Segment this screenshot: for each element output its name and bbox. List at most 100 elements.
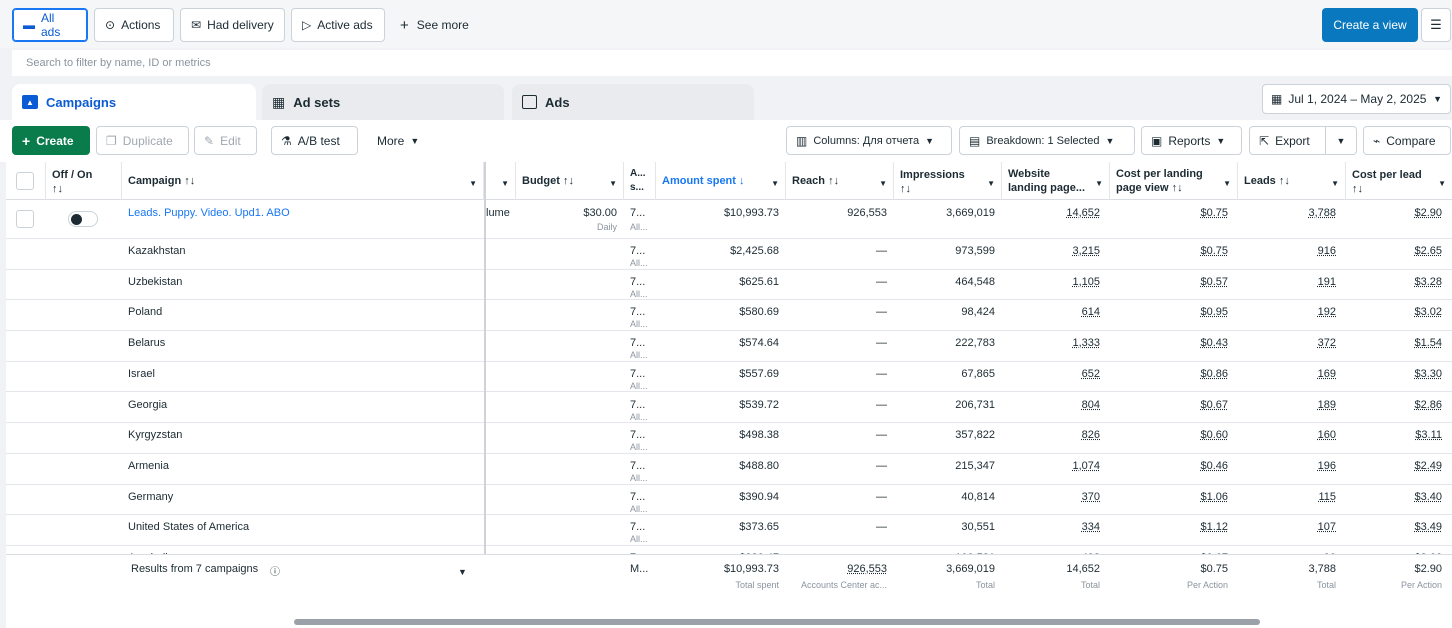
header-off-on[interactable]: Off / On ↑↓ <box>46 162 122 200</box>
totals-reach[interactable]: 926,553 <box>847 563 887 575</box>
row-leads[interactable]: 189 <box>1317 398 1336 411</box>
row-cost-per-lpv[interactable]: $0.67 <box>1200 398 1228 411</box>
header-website-lpv[interactable]: Website landing page... ▼ <box>1002 162 1110 200</box>
header-reach[interactable]: Reach ↑↓ ▼ <box>786 162 894 200</box>
sliders-icon[interactable]: ☰ <box>1421 8 1451 42</box>
row-leads[interactable]: 916 <box>1317 245 1336 257</box>
create-view-button[interactable]: Create a view <box>1322 8 1418 42</box>
header-amount-spent[interactable]: Amount spent ↓ ▼ <box>656 162 786 200</box>
row-cost-per-lead[interactable]: $2.49 <box>1414 459 1442 472</box>
header-impressions[interactable]: Impressions ↑↓ ▼ <box>894 162 1002 200</box>
campaign-lpv[interactable]: 14,652 <box>1066 207 1100 219</box>
row-attr-sub: All... <box>630 380 648 391</box>
row-lpv[interactable]: 614 <box>1081 306 1100 319</box>
row-cost-per-lead[interactable]: $3.49 <box>1414 521 1442 534</box>
header-attribution[interactable]: A... s... <box>624 162 656 200</box>
row-cost-per-lead[interactable]: $1.54 <box>1414 337 1442 350</box>
table-row[interactable]: Belarus 7... All... $574.64 — 222,783 1,333 $0.… <box>6 331 1452 362</box>
row-leads[interactable]: 191 <box>1317 275 1336 288</box>
row-cost-per-lead[interactable]: $3.28 <box>1414 275 1442 288</box>
row-cost-per-lpv[interactable]: $0.60 <box>1200 429 1228 442</box>
columns-dropdown[interactable]: ▥ Columns: Для отчета ▼ <box>786 126 952 155</box>
edit-button[interactable]: ✎ Edit <box>194 126 257 155</box>
table-row[interactable]: Georgia 7... All... $539.72 — 206,731 804 $0.67… <box>6 393 1452 424</box>
row-leads[interactable]: 115 <box>1318 490 1336 503</box>
compare-button[interactable]: ⌁ Compare <box>1363 126 1451 155</box>
row-leads[interactable]: 107 <box>1317 521 1336 534</box>
row-lpv[interactable]: 1,074 <box>1072 459 1100 472</box>
row-lpv[interactable]: 1,333 <box>1072 337 1100 350</box>
campaign-toggle[interactable] <box>68 211 98 227</box>
select-all-checkbox[interactable] <box>16 172 34 190</box>
see-more-button[interactable]: + See more <box>400 8 469 42</box>
campaign-cost-per-lead[interactable]: $2.90 <box>1414 207 1442 219</box>
row-cost-per-lpv[interactable]: $1.12 <box>1200 521 1228 534</box>
table-row[interactable]: Armenia 7... All... $488.80 — 215,347 1,074 $0.… <box>6 454 1452 485</box>
row-lpv[interactable]: 370 <box>1081 490 1100 503</box>
duplicate-button[interactable]: ❐ Duplicate <box>96 126 189 155</box>
date-range-picker[interactable]: ▦ Jul 1, 2024 – May 2, 2025 ▼ <box>1262 84 1451 114</box>
table-row[interactable]: Germany 7... All... $390.94 — 40,814 370 $1.06 1… <box>6 485 1452 516</box>
reports-dropdown[interactable]: ▣ Reports ▼ <box>1141 126 1242 155</box>
filter-active-ads[interactable]: ▷ Active ads <box>291 8 385 42</box>
row-lpv[interactable]: 804 <box>1081 398 1100 411</box>
filter-had-delivery[interactable]: ✉ Had delivery <box>180 8 285 42</box>
row-cost-per-lead[interactable]: $3.30 <box>1414 367 1442 380</box>
row-leads[interactable]: 169 <box>1317 367 1336 380</box>
row-lpv[interactable]: 334 <box>1081 521 1100 534</box>
row-cost-per-lpv[interactable]: $0.57 <box>1200 275 1228 288</box>
campaign-row[interactable]: Leads. Puppy. Video. Upd1. ABO lume $30.… <box>6 200 1452 239</box>
row-lpv[interactable]: 826 <box>1081 429 1100 442</box>
table-row[interactable]: United States of America 7... All... $373.6… <box>6 515 1452 546</box>
row-lpv[interactable]: 3,215 <box>1072 245 1100 257</box>
header-cost-per-lead[interactable]: Cost per lead ↑↓ ▼ <box>1346 162 1452 200</box>
ab-test-button[interactable]: ⚗ A/B test <box>271 126 358 155</box>
scrollbar-thumb[interactable] <box>294 619 1260 625</box>
row-lpv[interactable]: 1,105 <box>1072 275 1100 288</box>
row-cost-per-lead[interactable]: $3.02 <box>1414 306 1442 319</box>
tab-ad-sets[interactable]: ▦ Ad sets <box>262 84 504 120</box>
filter-actions[interactable]: ⊙ Actions <box>94 8 174 42</box>
table-row[interactable]: Israel 7... All... $557.69 — 67,865 652 $0.86 16… <box>6 362 1452 393</box>
more-button[interactable]: More ▼ <box>368 126 432 155</box>
export-button[interactable]: ⇱ Export <box>1249 126 1326 155</box>
table-row[interactable]: Kyrgyzstan 7... All... $498.38 — 357,822 826 $0… <box>6 423 1452 454</box>
table-row[interactable]: Poland 7... All... $580.69 — 98,424 614 $0.95 19… <box>6 300 1452 332</box>
row-cost-per-lead[interactable]: $3.40 <box>1414 490 1442 503</box>
row-lpv[interactable]: 652 <box>1081 367 1100 380</box>
row-leads[interactable]: 372 <box>1317 337 1336 350</box>
header-leads[interactable]: Leads ↑↓ ▼ <box>1238 162 1346 200</box>
row-cost-per-lpv[interactable]: $0.75 <box>1200 245 1228 257</box>
row-leads[interactable]: 196 <box>1317 459 1336 472</box>
table-row[interactable]: Kazakhstan 7... All... $2,425.68 — 973,599 3,2… <box>6 239 1452 270</box>
export-menu-button[interactable]: ▼ <box>1325 126 1357 155</box>
row-leads[interactable]: 192 <box>1317 306 1336 319</box>
row-cost-per-lead[interactable]: $2.65 <box>1414 245 1442 257</box>
info-icon[interactable]: ⓘ <box>270 567 280 578</box>
chevron-down-icon[interactable]: ▼ <box>458 567 467 577</box>
row-cost-per-lead[interactable]: $3.11 <box>1415 429 1442 442</box>
tab-ads[interactable]: Ads <box>512 84 754 120</box>
table-row[interactable]: Uzbekistan 7... All... $625.61 — 464,548 1,105… <box>6 270 1452 301</box>
row-attr: 7... <box>630 275 646 288</box>
tab-campaigns[interactable]: ▲ Campaigns <box>12 84 256 120</box>
row-leads[interactable]: 160 <box>1317 429 1336 442</box>
row-cost-per-lpv[interactable]: $0.46 <box>1200 459 1228 472</box>
campaign-leads[interactable]: 3,788 <box>1308 207 1336 219</box>
campaign-name-link[interactable]: Leads. Puppy. Video. Upd1. ABO <box>128 207 290 219</box>
create-button[interactable]: + Create <box>12 126 90 155</box>
breakdown-dropdown[interactable]: ▤ Breakdown: 1 Selected ▼ <box>959 126 1135 155</box>
header-campaign[interactable]: Campaign ↑↓ ▼ <box>122 162 484 200</box>
header-cost-per-lpv[interactable]: Cost per landing page view ↑↓ ▼ <box>1110 162 1238 200</box>
campaign-cost-per-lpv[interactable]: $0.75 <box>1200 207 1228 219</box>
row-cost-per-lpv[interactable]: $0.43 <box>1200 337 1228 350</box>
header-budget[interactable]: Budget ↑↓ ▼ <box>516 162 624 200</box>
search-input[interactable]: Search to filter by name, ID or metrics <box>12 50 1452 76</box>
row-cost-per-lead[interactable]: $2.86 <box>1414 398 1442 411</box>
filter-all-ads[interactable]: ▬ All ads <box>12 8 88 42</box>
row-cost-per-lpv[interactable]: $0.95 <box>1200 306 1228 319</box>
row-cost-per-lpv[interactable]: $1.06 <box>1200 490 1228 503</box>
header-hidden-col[interactable]: ▼ <box>486 162 516 200</box>
row-checkbox[interactable] <box>16 210 34 228</box>
row-cost-per-lpv[interactable]: $0.86 <box>1200 367 1228 380</box>
